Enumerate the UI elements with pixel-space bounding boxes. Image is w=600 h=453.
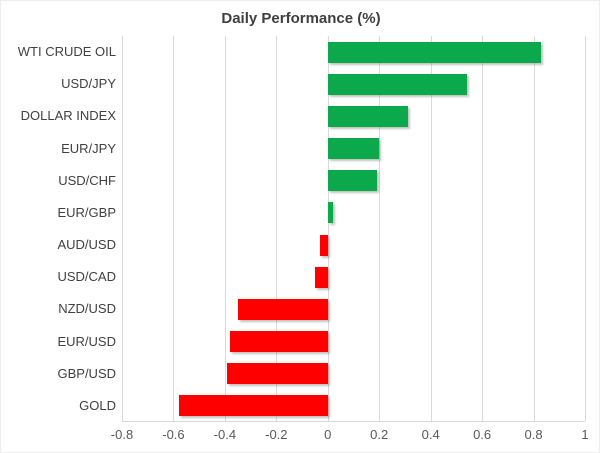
x-axis: -0.8 -0.6 -0.4 -0.2 0 0.2 0.4 0.6 0.8 1 (111, 427, 589, 447)
x-tick-label: -0.2 (265, 427, 288, 442)
bar (327, 138, 380, 160)
category-label: USD/CAD (57, 269, 116, 285)
bar (230, 331, 328, 353)
category-label: EUR/USD (57, 333, 116, 349)
category-label: AUD/USD (57, 237, 116, 253)
gridline (122, 36, 123, 421)
gridline (533, 36, 535, 421)
category-label: DOLLAR INDEX (20, 108, 116, 124)
category-label: USD/CHF (58, 172, 116, 188)
gridline (276, 36, 278, 421)
category-label: GOLD (79, 397, 116, 413)
x-tick-label: 0.2 (370, 427, 389, 442)
x-tick-label: -0.8 (110, 427, 134, 442)
gridline (173, 36, 175, 421)
category-label: WTI CRUDE OIL (17, 44, 116, 60)
bar (237, 298, 328, 320)
plot-area (122, 36, 586, 422)
category-axis: WTI CRUDE OIL USD/JPY DOLLAR INDEX EUR/JPY U… (1, 36, 116, 422)
zero-gridline (327, 36, 329, 421)
gridline (482, 36, 484, 421)
gridline (224, 36, 226, 421)
x-tick-label: 0.8 (524, 427, 543, 442)
bar (320, 234, 328, 256)
category-label: NZD/USD (58, 301, 116, 317)
category-label: EUR/GBP (57, 204, 116, 220)
bar (227, 363, 328, 385)
bar (327, 105, 408, 127)
bar (178, 395, 328, 417)
gridline (585, 36, 586, 421)
bar (314, 266, 328, 288)
bar (327, 170, 377, 192)
category-label: GBP/USD (57, 365, 116, 381)
x-tick-label: -0.4 (213, 427, 237, 442)
x-tick-label: 0.6 (473, 427, 492, 442)
gridline (379, 36, 381, 421)
x-tick-label: 0 (324, 427, 332, 442)
x-tick-label: 0.4 (421, 427, 440, 442)
gridline (430, 36, 432, 421)
bar (327, 73, 467, 95)
bar (327, 202, 333, 224)
bar (327, 41, 542, 63)
x-tick-label: -0.6 (162, 427, 185, 442)
x-tick-label: 1 (581, 427, 589, 442)
category-label: USD/JPY (61, 76, 116, 92)
chart-title: Daily Performance (%) (221, 10, 381, 27)
category-label: EUR/JPY (61, 140, 116, 156)
